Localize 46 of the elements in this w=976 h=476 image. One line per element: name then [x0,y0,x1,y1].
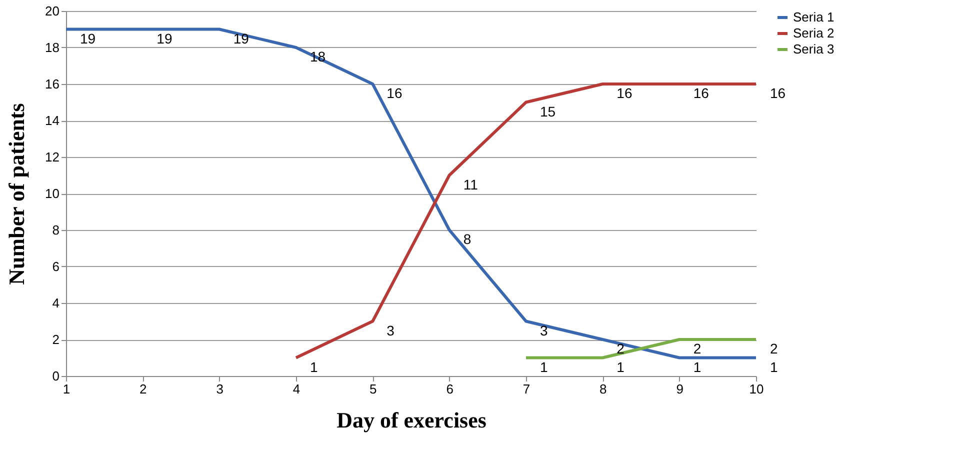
x-tick-label: 4 [292,382,300,396]
legend-label: Seria 2 [793,26,834,40]
data-label: 1 [770,358,778,375]
line-series [294,82,758,360]
x-tick-label: 1 [62,382,70,396]
x-tick-label: 2 [140,382,147,396]
x-tick-label: 9 [676,382,684,396]
x-tick-label: 6 [446,382,454,396]
data-label: 3 [540,322,548,338]
data-label: 3 [386,322,395,338]
legend-label: Seria 3 [793,42,834,56]
data-label: 16 [616,85,632,101]
y-tick-label: 20 [45,4,60,18]
x-tick-label: 10 [749,382,764,396]
x-tick-label: 3 [216,382,224,396]
x-tick-label: 5 [370,382,377,396]
y-tick-label: 6 [52,259,60,274]
y-tick-label: 14 [45,113,60,128]
data-label: 1 [540,358,548,375]
x-tick-label: 8 [600,382,607,396]
data-label: 1 [310,358,318,375]
data-label: 15 [540,103,556,120]
data-label: 11 [463,176,478,192]
data-label: 1 [616,358,625,375]
legend-label: Seria 1 [793,10,834,24]
x-tick-label: 7 [522,382,530,396]
y-tick-label: 18 [45,40,60,55]
data-label: 16 [693,85,710,101]
y-tick-label: 2 [52,332,60,347]
data-label: 19 [80,30,96,46]
data-label: 16 [386,85,402,101]
data-label: 2 [770,340,778,356]
y-tick-label: 12 [45,150,60,164]
y-tick-label: 4 [52,296,60,310]
x-axis-title: Day of exercises [336,408,487,432]
y-tick-label: 0 [52,368,60,384]
y-tick-label: 8 [52,222,60,238]
y-tick-label: 10 [45,186,60,201]
line-series [64,28,758,360]
data-label: 16 [770,85,786,101]
data-label: 19 [156,30,172,46]
data-label: 8 [463,231,472,247]
y-axis-title: Number of patients [4,102,30,285]
data-label: 1 [693,358,702,375]
y-tick-label: 16 [45,76,60,92]
data-label: 2 [693,340,702,356]
